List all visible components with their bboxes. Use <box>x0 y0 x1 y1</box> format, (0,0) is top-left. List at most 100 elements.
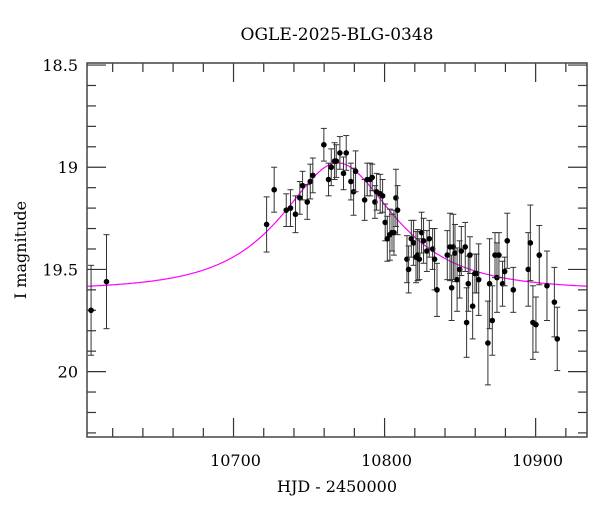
point-marker <box>361 197 368 203</box>
data-point <box>543 250 550 322</box>
data-point <box>499 260 506 307</box>
point-marker <box>429 246 436 252</box>
point-marker <box>408 235 415 242</box>
point-marker <box>405 266 412 273</box>
point-marker <box>448 285 455 291</box>
data-point <box>486 238 493 330</box>
point-marker <box>343 150 350 156</box>
data-point <box>434 262 440 317</box>
data-point <box>309 157 316 194</box>
point-marker <box>462 244 469 250</box>
point-marker <box>499 280 506 287</box>
data-point <box>263 196 270 253</box>
point-marker <box>263 221 270 228</box>
data-point <box>510 266 517 313</box>
point-marker <box>283 207 290 213</box>
point-marker <box>304 199 311 205</box>
point-marker <box>469 303 476 310</box>
data-point <box>532 296 539 353</box>
point-marker <box>444 252 451 258</box>
data-point <box>463 287 470 358</box>
data-point <box>408 219 415 258</box>
y-tick-label: 20 <box>58 363 78 382</box>
data-point <box>390 209 397 256</box>
data-point <box>88 264 95 356</box>
data-point <box>340 156 347 191</box>
y-tick-label: 19.5 <box>42 260 78 279</box>
data-point <box>343 135 350 171</box>
point-marker <box>88 307 94 314</box>
point-marker <box>473 270 480 277</box>
point-marker <box>297 195 303 201</box>
point-marker <box>325 176 332 183</box>
point-marker <box>103 278 110 285</box>
point-marker <box>382 219 388 226</box>
data-point <box>304 184 311 220</box>
point-marker <box>348 178 354 185</box>
data-point <box>416 238 423 281</box>
point-marker <box>416 256 423 262</box>
data-point <box>394 185 401 236</box>
data-point <box>367 162 374 197</box>
point-marker <box>271 186 277 193</box>
data-point <box>103 234 110 330</box>
data-points <box>88 127 561 386</box>
data-point <box>420 217 427 264</box>
point-marker <box>384 235 391 242</box>
point-marker <box>310 172 316 179</box>
point-marker <box>426 235 433 242</box>
point-marker <box>533 321 539 328</box>
data-point <box>501 256 508 287</box>
point-marker <box>352 168 359 175</box>
point-marker <box>504 238 511 244</box>
data-point <box>384 215 391 262</box>
point-marker <box>454 276 460 283</box>
chart-title: OGLE-2025-BLG-0348 <box>241 25 434 45</box>
point-marker <box>394 207 401 213</box>
point-marker <box>501 268 508 275</box>
point-marker <box>337 150 343 156</box>
point-marker <box>492 252 498 258</box>
point-marker <box>463 319 470 326</box>
point-marker <box>554 336 561 342</box>
point-marker <box>369 174 375 181</box>
point-marker <box>544 282 550 289</box>
point-marker <box>475 276 482 283</box>
point-marker <box>489 317 496 324</box>
data-point <box>287 189 294 227</box>
data-point <box>320 127 327 162</box>
point-marker <box>418 229 425 236</box>
point-marker <box>485 340 491 346</box>
data-point <box>473 253 480 294</box>
point-marker <box>292 211 299 218</box>
data-point <box>379 178 386 213</box>
point-marker <box>333 158 340 164</box>
y-tick-label: 19 <box>58 158 78 177</box>
point-marker <box>420 238 427 244</box>
point-marker <box>391 229 397 236</box>
x-tick-label: 10700 <box>210 451 261 470</box>
point-marker <box>410 240 417 246</box>
data-point <box>328 148 335 187</box>
point-marker <box>527 240 534 246</box>
data-point <box>426 219 433 258</box>
data-point <box>405 245 412 294</box>
data-point <box>352 150 359 193</box>
data-point <box>336 136 343 170</box>
data-point <box>495 232 502 279</box>
point-marker <box>467 252 473 258</box>
data-point <box>283 193 290 227</box>
point-marker <box>321 141 327 148</box>
data-point <box>475 243 482 316</box>
data-point <box>489 285 496 356</box>
data-point <box>431 228 438 291</box>
point-marker <box>340 170 347 177</box>
data-point <box>299 170 306 201</box>
data-point <box>429 228 436 270</box>
data-point <box>551 266 558 338</box>
data-point <box>271 166 278 213</box>
data-point <box>454 247 461 312</box>
data-point <box>492 232 499 279</box>
x-axis-label: HJD - 2450000 <box>277 477 397 496</box>
